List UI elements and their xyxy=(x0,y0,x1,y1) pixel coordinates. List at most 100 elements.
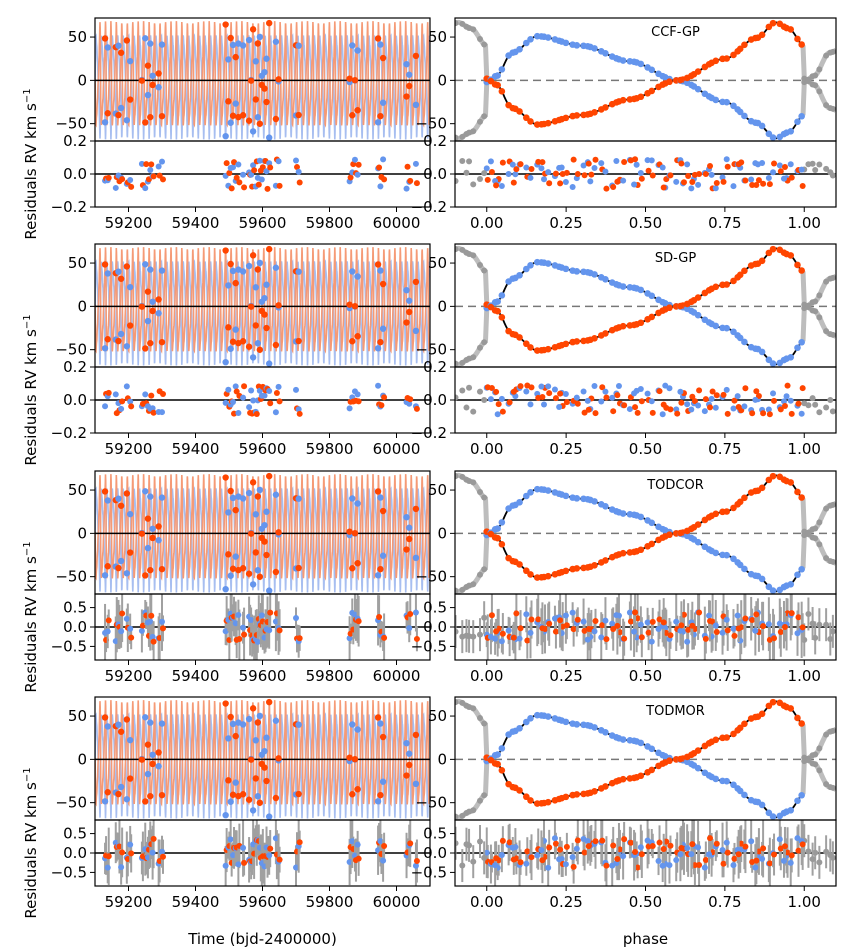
secondary-residual xyxy=(528,854,535,861)
secondary-point xyxy=(138,530,146,537)
secondary-point xyxy=(158,338,166,346)
x-tick-label: 60000 xyxy=(373,214,421,232)
secondary-point xyxy=(516,787,523,794)
primary-residual xyxy=(123,615,130,622)
secondary-point xyxy=(374,488,382,495)
primary-residual xyxy=(147,167,154,174)
secondary-point xyxy=(688,525,695,533)
primary-point xyxy=(562,39,570,47)
primary-point xyxy=(232,553,239,560)
primary-point xyxy=(630,511,638,519)
rv-frame xyxy=(454,17,837,142)
primary-point xyxy=(354,273,361,280)
folded-point xyxy=(823,731,830,738)
secondary-point xyxy=(688,751,695,759)
secondary-residual xyxy=(795,847,802,854)
primary-residual xyxy=(723,616,730,623)
primary-residual xyxy=(752,627,759,634)
x-tick-label: 0.25 xyxy=(549,893,582,911)
secondary-residual xyxy=(749,410,756,417)
primary-residual xyxy=(708,395,715,402)
secondary-point xyxy=(379,733,387,741)
secondary-point xyxy=(734,501,741,508)
primary-point xyxy=(780,356,788,364)
secondary-residual xyxy=(634,864,641,871)
secondary-residual xyxy=(771,397,778,404)
secondary-residual xyxy=(742,385,749,392)
primary-residual xyxy=(505,171,512,178)
primary-residual xyxy=(712,404,719,411)
secondary-point xyxy=(117,49,125,56)
secondary-point xyxy=(630,774,638,782)
secondary-residual xyxy=(742,177,749,184)
primary-residual xyxy=(644,390,651,397)
secondary-point xyxy=(555,795,563,803)
primary-residual xyxy=(684,401,691,408)
primary-residual xyxy=(225,386,232,393)
secondary-residual xyxy=(760,410,767,417)
secondary-residual xyxy=(735,404,742,411)
primary-residual xyxy=(673,857,680,864)
primary-residual xyxy=(523,388,530,395)
secondary-residual xyxy=(539,625,546,632)
primary-residual xyxy=(293,157,299,164)
folded-residual xyxy=(455,840,459,847)
secondary-point xyxy=(712,283,720,291)
primary-point xyxy=(573,42,581,49)
primary-residual xyxy=(719,174,726,181)
secondary-residual xyxy=(749,181,756,188)
primary-point xyxy=(555,490,563,498)
folded-point xyxy=(481,339,488,346)
folded-residual xyxy=(809,160,816,167)
secondary-residual xyxy=(585,843,592,850)
folded-point xyxy=(476,488,483,495)
primary-residual xyxy=(719,846,726,853)
primary-residual xyxy=(562,861,569,868)
secondary-point xyxy=(123,263,131,270)
secondary-point xyxy=(295,337,302,345)
primary-point xyxy=(705,546,713,553)
y-tick-label: 0.0 xyxy=(63,391,87,409)
secondary-residual xyxy=(150,173,157,180)
primary-point xyxy=(295,42,302,49)
primary-point xyxy=(239,721,247,728)
secondary-point xyxy=(245,570,253,577)
panel-sd-gp-time: −50 0 50 −0.2 0.0 0.2 59200 59400 59600 59800 6000… xyxy=(51,243,431,458)
secondary-point xyxy=(798,720,805,727)
y-tick-label: 0 xyxy=(437,524,447,542)
secondary-point xyxy=(758,257,766,265)
primary-residual xyxy=(509,161,516,168)
primary-point xyxy=(126,283,134,291)
secondary-point xyxy=(787,26,795,33)
folded-point xyxy=(816,767,823,774)
y-tick-label: 50 xyxy=(68,707,87,725)
secondary-residual xyxy=(143,161,150,168)
folded-point xyxy=(823,555,830,562)
panel-todcor-time: −50 0 50 −0.50.00.5 59200 59400 59600 59800 6000… xyxy=(51,470,431,685)
secondary-residual xyxy=(381,176,388,183)
primary-point xyxy=(261,68,268,76)
secondary-point xyxy=(491,760,499,767)
x-tick-label: 59400 xyxy=(172,214,220,232)
primary-point xyxy=(266,813,273,820)
secondary-residual xyxy=(517,383,524,390)
x-tick-label: 1.00 xyxy=(788,893,821,911)
secondary-residual xyxy=(592,156,599,163)
primary-residual xyxy=(232,383,239,390)
secondary-point xyxy=(147,566,154,574)
folded-residual xyxy=(459,158,466,165)
secondary-residual xyxy=(766,181,773,188)
primary-residual xyxy=(159,158,165,165)
primary-point xyxy=(249,581,257,588)
primary-point xyxy=(544,487,552,494)
secondary-point xyxy=(239,338,247,345)
x-tick-label: 0.75 xyxy=(708,440,741,458)
secondary-residual xyxy=(771,160,778,167)
secondary-residual xyxy=(660,184,667,191)
primary-point xyxy=(509,502,517,509)
primary-point xyxy=(158,494,166,501)
secondary-point xyxy=(351,756,359,763)
folded-point xyxy=(455,246,459,253)
secondary-residual xyxy=(735,161,742,168)
secondary-point xyxy=(619,96,627,104)
